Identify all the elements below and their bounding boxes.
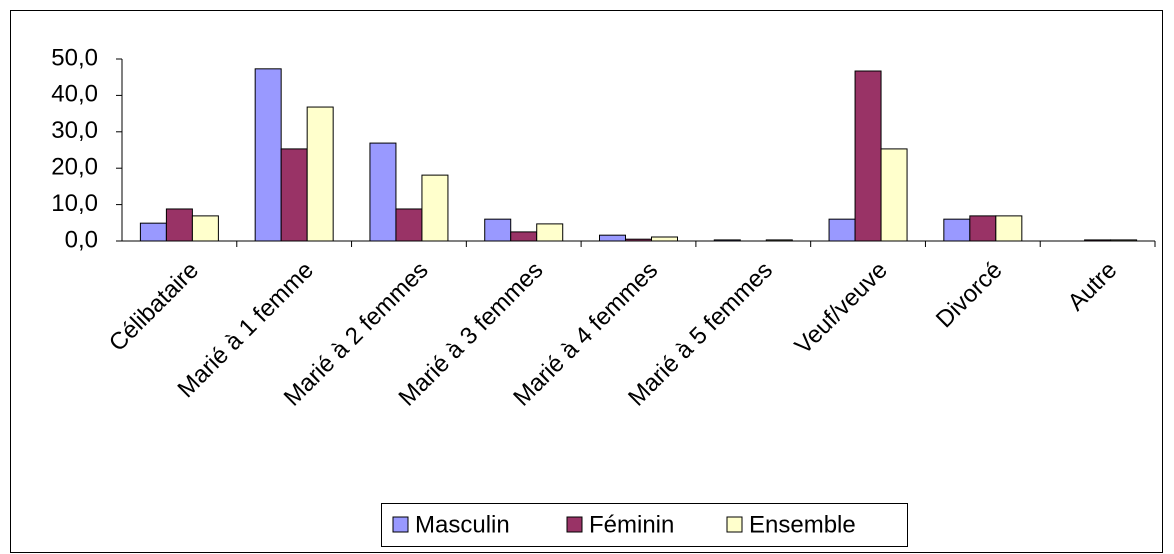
- legend-box: [381, 503, 908, 547]
- bar: [484, 218, 512, 242]
- y-tick-label: 0,0: [65, 226, 98, 253]
- legend-swatch: [566, 516, 583, 533]
- y-tick-label: 20,0: [51, 154, 98, 181]
- y-tick-label: 40,0: [51, 81, 98, 108]
- bar: [280, 148, 308, 242]
- bar: [369, 142, 397, 242]
- chart-frame: [10, 10, 1163, 553]
- y-tick-label: 30,0: [51, 117, 98, 144]
- bar: [139, 222, 167, 242]
- bar: [165, 208, 193, 242]
- y-tick-label: 10,0: [51, 190, 98, 217]
- bar: [943, 218, 971, 242]
- legend-swatch: [726, 516, 743, 533]
- bar: [969, 215, 997, 242]
- bar: [306, 106, 334, 242]
- bar: [395, 208, 423, 242]
- legend-label: Masculin: [415, 511, 510, 538]
- bar: [651, 236, 678, 242]
- legend-label: Ensemble: [749, 511, 856, 538]
- bar: [510, 231, 538, 242]
- bar: [599, 234, 626, 242]
- bar: [254, 68, 282, 242]
- bar: [421, 174, 449, 242]
- bar: [880, 148, 908, 242]
- legend-swatch: [392, 516, 409, 533]
- bar: [854, 70, 882, 242]
- y-tick-label: 50,0: [51, 44, 98, 71]
- bar: [828, 218, 856, 242]
- bar: [536, 223, 564, 242]
- bar: [995, 215, 1023, 242]
- bar: [191, 215, 219, 242]
- legend-label: Féminin: [589, 511, 674, 538]
